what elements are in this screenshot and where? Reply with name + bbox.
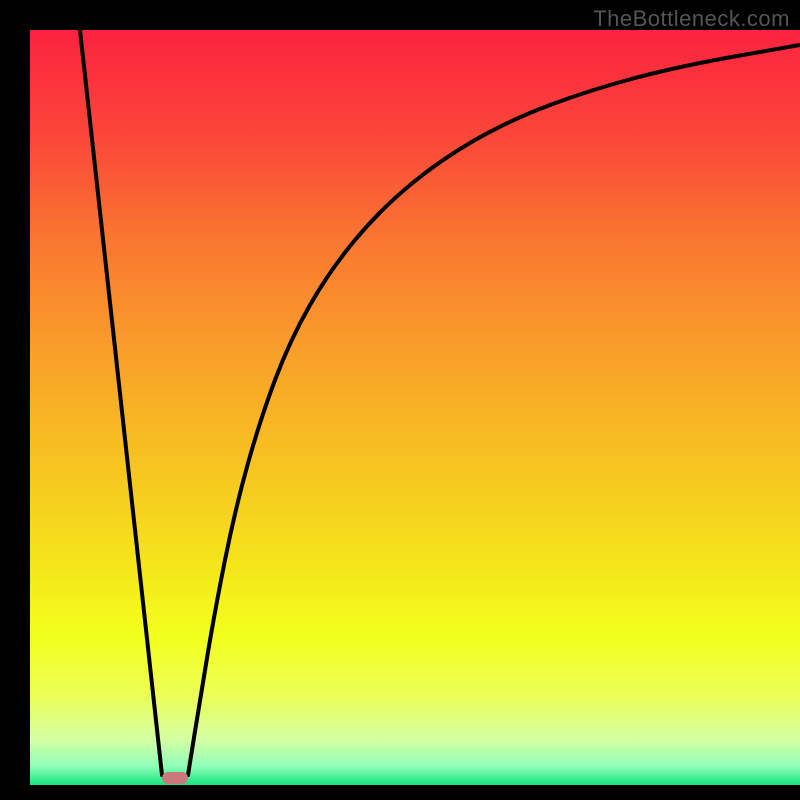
watermark-label: TheBottleneck.com (593, 6, 790, 32)
chart-container (0, 0, 800, 800)
bottleneck-chart (0, 0, 800, 800)
x-axis (0, 785, 800, 800)
y-axis (0, 0, 30, 800)
optimal-marker (162, 772, 188, 784)
chart-background (30, 30, 800, 785)
